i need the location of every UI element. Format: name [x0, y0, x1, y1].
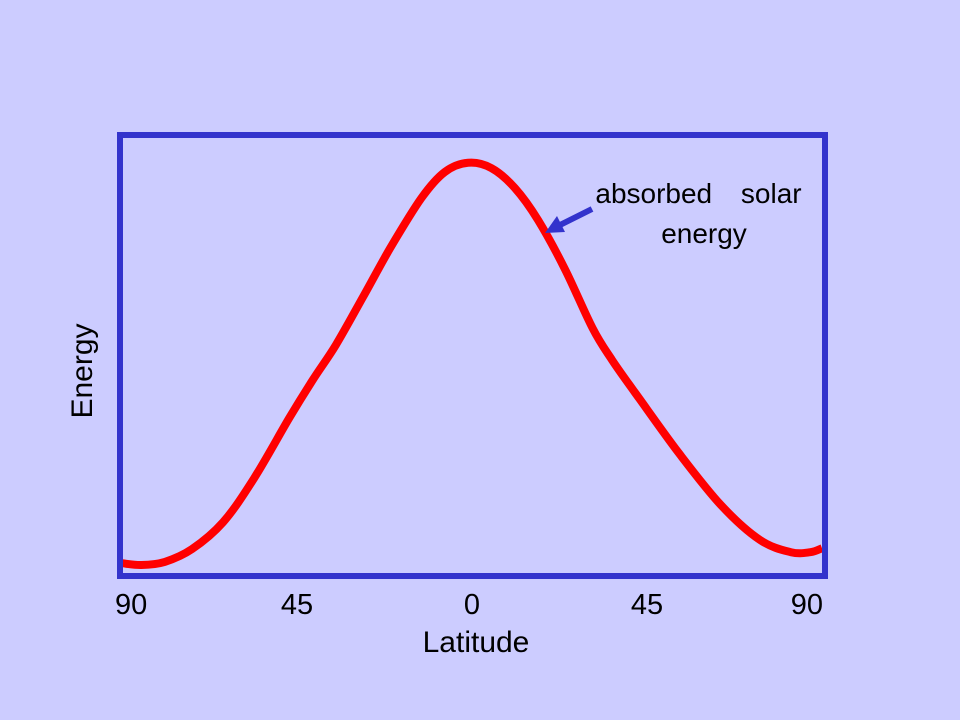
x-axis-label: Latitude — [423, 626, 530, 659]
x-tick-label: 90 — [791, 589, 823, 621]
annotation-label-line-1: absorbed solar — [595, 178, 801, 209]
x-tick-label: 0 — [464, 589, 480, 621]
x-tick-label: 90 — [115, 589, 147, 621]
series-line — [121, 158, 824, 570]
x-axis-ticks: 90 45 0 45 90 — [115, 589, 823, 621]
x-tick-label: 45 — [281, 589, 313, 621]
annotation-arrow — [545, 206, 594, 233]
plot-area — [121, 158, 824, 570]
plot-frame — [117, 132, 828, 579]
annotation-label-line-2: energy — [661, 218, 747, 249]
x-tick-label: 45 — [631, 589, 663, 621]
annotation-arrow-head — [545, 216, 565, 233]
y-axis-label: Energy — [66, 323, 99, 418]
annotation-arrow-shaft — [558, 206, 594, 228]
